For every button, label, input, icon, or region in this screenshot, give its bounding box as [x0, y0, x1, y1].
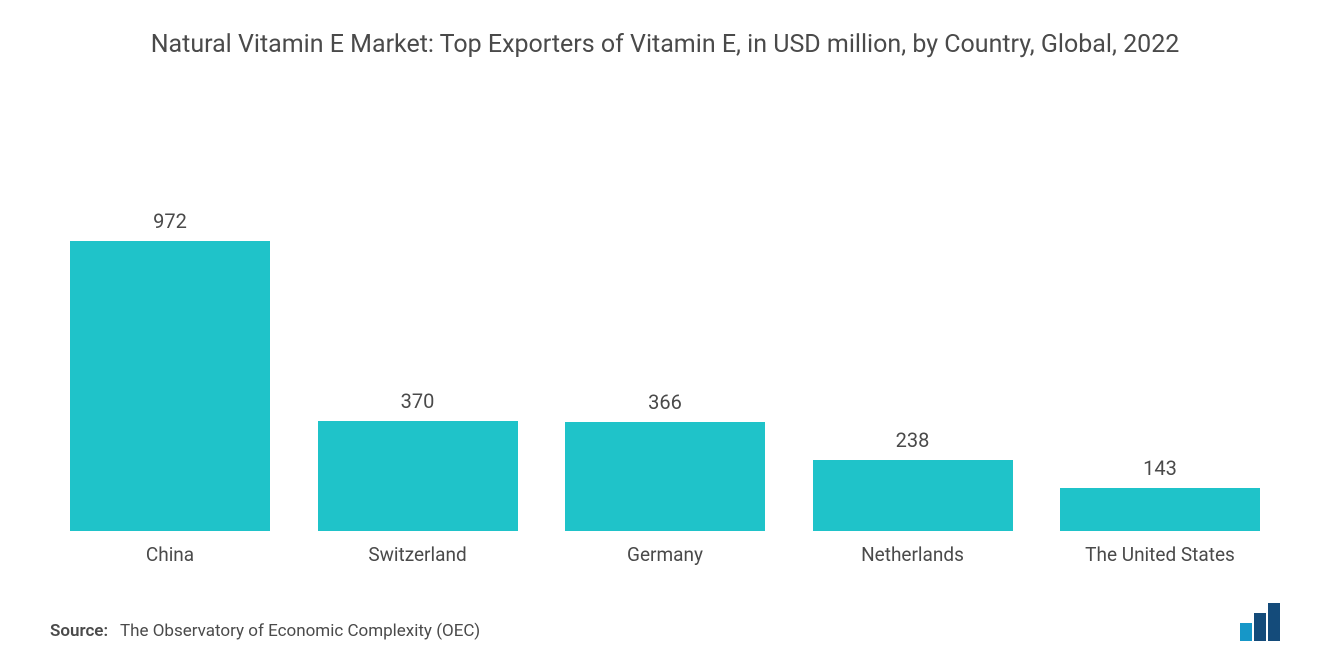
- category-label: Germany: [627, 543, 703, 569]
- logo-bar-icon: [1254, 613, 1266, 641]
- bar: [318, 421, 518, 531]
- chart-plot-area: 972 China 370 Switzerland 366 Germany 238 Nethe…: [50, 72, 1280, 569]
- category-label: Netherlands: [861, 543, 964, 569]
- chart-footer: Source: The Observatory of Economic Comp…: [50, 607, 1280, 645]
- category-label: The United States: [1085, 543, 1235, 569]
- source-text: The Observatory of Economic Complexity (…: [120, 621, 480, 641]
- bar-group: 366 Germany: [565, 102, 765, 569]
- bar-group: 370 Switzerland: [318, 102, 518, 569]
- bar-value-label: 143: [1143, 456, 1177, 480]
- bar-group: 972 China: [70, 102, 270, 569]
- bar-value-label: 366: [648, 390, 682, 414]
- logo-bar-icon: [1268, 603, 1280, 641]
- category-label: China: [146, 543, 194, 569]
- source-line: Source: The Observatory of Economic Comp…: [50, 621, 480, 641]
- bar-value-label: 238: [896, 428, 930, 452]
- bar-group: 238 Netherlands: [813, 102, 1013, 569]
- source-label: Source:: [50, 621, 108, 641]
- bar-value-label: 972: [153, 209, 187, 233]
- chart-title: Natural Vitamin E Market: Top Exporters …: [50, 28, 1280, 72]
- logo-bar-icon: [1240, 623, 1252, 641]
- bar: [70, 241, 270, 531]
- category-label: Switzerland: [368, 543, 466, 569]
- bar-group: 143 The United States: [1060, 102, 1260, 569]
- bar: [565, 422, 765, 531]
- brand-logo: [1240, 607, 1280, 641]
- bar: [813, 460, 1013, 531]
- bar: [1060, 488, 1260, 531]
- chart-container: Natural Vitamin E Market: Top Exporters …: [0, 0, 1320, 665]
- bar-value-label: 370: [401, 389, 435, 413]
